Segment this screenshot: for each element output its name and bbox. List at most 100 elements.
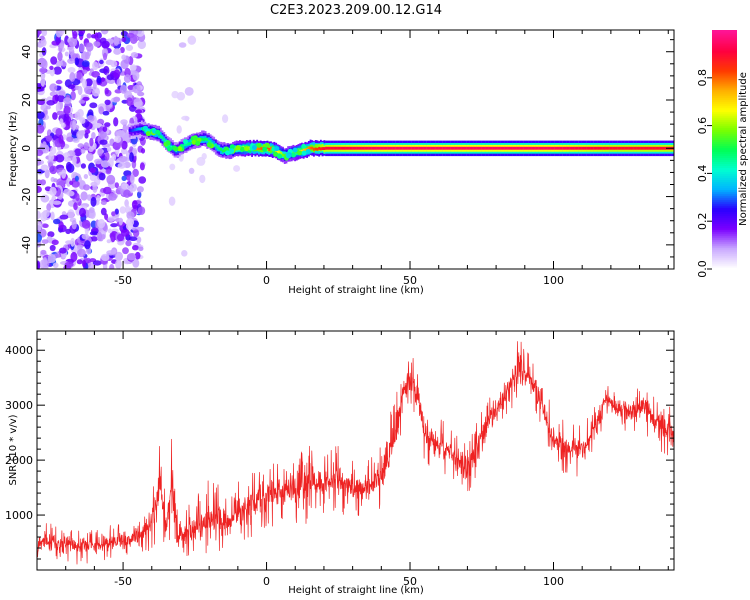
snr-ylabel: SNR (10 * v/v): [8, 414, 19, 485]
ridge-blob: [305, 148, 311, 154]
colorbar-cell: [712, 31, 737, 35]
noise-blob: [41, 30, 48, 37]
noise-blob: [70, 91, 76, 101]
ridge-segment: [280, 151, 283, 155]
noise-blob: [97, 219, 106, 229]
colorbar-cell: [712, 157, 737, 161]
spectrogram-ytick-label: 0: [20, 145, 33, 152]
ridge-segment: [554, 146, 556, 150]
noise-blob: [78, 99, 86, 104]
ridge-segment: [564, 146, 567, 150]
noise-blob: [97, 148, 103, 157]
ridge-segment: [380, 146, 383, 150]
ridge-segment: [567, 146, 570, 150]
ridge-segment: [220, 148, 222, 151]
noise-blob: [90, 236, 98, 242]
ridge-segment: [590, 146, 593, 150]
ridge-segment: [535, 146, 537, 150]
noise-blob: [86, 33, 92, 39]
ridge-segment: [610, 146, 613, 150]
noise-blob: [81, 60, 90, 68]
noise-blob: [199, 174, 206, 184]
ridge-segment: [473, 146, 475, 150]
ridge-segment: [430, 146, 432, 150]
ridge-segment: [278, 150, 281, 157]
colorbar-cell: [712, 159, 737, 163]
ridge-segment: [333, 146, 336, 150]
noise-blob: [49, 83, 58, 92]
noise-blob: [184, 116, 190, 122]
ridge-segment: [132, 128, 135, 132]
noise-blob: [98, 172, 106, 181]
noise-blob: [99, 139, 108, 145]
ridge-segment: [187, 142, 190, 146]
noise-blob: [59, 118, 64, 125]
noise-blob: [105, 169, 112, 175]
ridge-blob: [301, 143, 307, 149]
noise-blob: [50, 146, 57, 155]
spectrogram-xtick-label: 0: [263, 274, 270, 287]
noise-blob: [79, 43, 85, 53]
noise-blob: [106, 146, 112, 152]
ridge-segment: [641, 146, 644, 150]
noise-blob: [100, 77, 106, 82]
ridge-segment: [542, 146, 544, 150]
colorbar-cell: [712, 111, 737, 115]
noise-blob: [37, 124, 45, 134]
noise-blob: [86, 194, 92, 201]
noise-blob: [49, 186, 57, 196]
noise-blob: [103, 65, 110, 76]
colorbar-cell: [712, 91, 737, 95]
ridge-segment: [270, 146, 272, 150]
noise-blob: [65, 161, 72, 172]
noise-blob: [66, 46, 75, 51]
ridge-blob: [195, 140, 201, 146]
ridge-segment: [657, 146, 660, 150]
colorbar-cell: [712, 261, 737, 264]
noise-blob: [91, 71, 100, 78]
ridge-segment: [223, 149, 226, 153]
noise-blob: [126, 211, 135, 220]
colorbar-gradient: [712, 30, 737, 270]
noise-blob: [50, 211, 55, 221]
ridge-segment: [612, 146, 615, 150]
noise-blob: [55, 79, 63, 85]
ridge-segment: [562, 146, 565, 150]
noise-blob: [233, 165, 241, 172]
noise-blob: [100, 253, 110, 262]
colorbar-cell: [712, 215, 737, 218]
ridge-segment: [533, 146, 536, 150]
noise-blob: [137, 91, 145, 97]
ridge-segment: [390, 146, 393, 150]
ridge-segment: [509, 146, 512, 150]
noise-blob: [80, 191, 88, 201]
ridge-segment: [433, 146, 436, 150]
ridge-blob: [225, 150, 230, 156]
ridge-segment: [311, 146, 314, 150]
noise-blob: [99, 59, 104, 65]
noise-blob: [113, 48, 122, 55]
colorbar-cell: [712, 179, 737, 182]
noise-blob: [120, 46, 125, 54]
noise-blob: [100, 200, 107, 206]
ridge-segment: [605, 146, 608, 150]
colorbar-cell: [712, 137, 737, 141]
ridge-segment: [635, 146, 637, 150]
ridge-segment: [332, 146, 334, 150]
ridge-segment: [640, 146, 642, 150]
ridge-segment: [569, 146, 572, 150]
ridge-segment: [633, 146, 636, 150]
ridge-segment: [622, 146, 625, 150]
noise-blob: [72, 155, 77, 166]
ridge-segment: [664, 146, 667, 150]
colorbar-cell: [712, 61, 737, 65]
noise-blob: [134, 251, 141, 260]
ridge-segment: [617, 146, 620, 150]
ridge-segment: [137, 127, 140, 131]
ridge-segment: [345, 146, 348, 150]
colorbar-cell: [712, 63, 737, 67]
snr-ytick-label: 1000: [5, 509, 33, 522]
ridge-segment: [507, 146, 510, 150]
ridge-segment: [531, 146, 534, 150]
